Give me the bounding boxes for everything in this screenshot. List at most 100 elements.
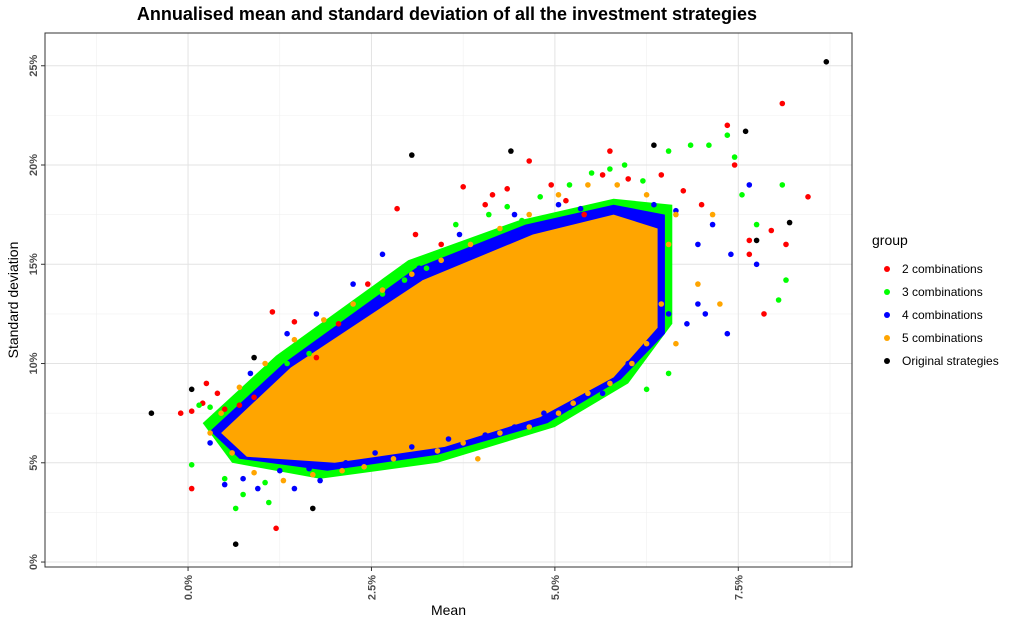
data-point [372, 450, 378, 456]
data-point [266, 499, 272, 506]
data-point [504, 203, 511, 210]
data-point [706, 142, 712, 148]
legend-marker [884, 288, 890, 295]
data-point [310, 505, 316, 512]
data-point [148, 410, 155, 417]
data-point [709, 221, 716, 228]
data-point [460, 184, 467, 190]
data-point [746, 237, 753, 244]
data-point [658, 172, 665, 178]
data-point [291, 485, 298, 492]
data-point [188, 485, 195, 492]
data-point [739, 192, 745, 198]
data-point [280, 477, 287, 484]
data-point [599, 172, 606, 178]
legend-item: 4 combinations [872, 303, 999, 326]
data-point [489, 192, 496, 198]
legend-item: Original strategies [872, 349, 999, 372]
data-point [504, 186, 511, 192]
data-point [221, 406, 228, 413]
plot-border [44, 32, 853, 568]
data-point [232, 505, 239, 512]
data-point [651, 142, 657, 148]
data-point [247, 370, 254, 377]
y-axis-title: Standard deviation [5, 242, 21, 359]
data-point [665, 370, 672, 377]
data-point [823, 59, 830, 65]
data-point [775, 297, 782, 303]
y-axis-ticks: 0% 5% 10% 15% 20% 25% [28, 55, 45, 570]
legend-marker [884, 334, 890, 341]
data-point [445, 436, 452, 442]
data-point [482, 201, 489, 208]
y-tick-label: 25% [28, 55, 40, 77]
data-point [218, 410, 224, 417]
data-point [588, 170, 595, 176]
data-point [438, 257, 445, 264]
legend-marker [884, 357, 890, 364]
data-point [214, 390, 221, 397]
data-point [625, 176, 631, 182]
data-point [350, 301, 356, 307]
data-point [746, 251, 753, 258]
data-point [409, 271, 415, 278]
data-point [306, 350, 312, 357]
point-cloud-4 [221, 214, 658, 463]
data-point [526, 424, 532, 430]
data-point [526, 158, 532, 164]
data-point [761, 311, 767, 317]
data-point [203, 380, 210, 387]
data-point [423, 265, 430, 272]
legend-items: 2 combinations 3 combinations 4 combinatio… [872, 257, 999, 372]
data-point [783, 241, 789, 248]
data-point [614, 182, 620, 188]
data-point [390, 456, 397, 462]
y-tick-label: 5% [28, 455, 40, 471]
y-tick-label: 10% [28, 352, 40, 374]
data-point [695, 281, 701, 287]
data-point [379, 291, 386, 297]
data-point [585, 390, 591, 397]
data-point [277, 467, 283, 474]
data-point [779, 182, 786, 188]
data-point [680, 188, 687, 194]
data-point [563, 197, 569, 204]
data-point [673, 207, 679, 214]
data-point [526, 211, 532, 218]
data-point [555, 192, 562, 198]
data-point [434, 448, 441, 454]
data-point [508, 148, 514, 154]
legend-label: Original strategies [902, 353, 999, 368]
data-point [284, 330, 290, 337]
data-point [709, 211, 716, 218]
data-point [581, 211, 587, 218]
data-point [416, 265, 423, 272]
data-point [240, 491, 246, 498]
data-point [805, 194, 811, 200]
data-point [643, 386, 650, 393]
data-point [177, 410, 184, 417]
data-point [412, 231, 419, 238]
data-point [541, 410, 547, 417]
data-point [555, 201, 562, 208]
data-point [460, 440, 467, 446]
data-point [321, 317, 327, 323]
x-tick-label: 7.5% [733, 575, 745, 600]
data-point [262, 479, 268, 486]
data-point [409, 152, 415, 158]
data-point [768, 227, 775, 234]
plot-area [44, 32, 853, 568]
data-point [753, 261, 760, 268]
data-point [753, 221, 760, 228]
data-point [251, 354, 257, 361]
data-point [519, 217, 525, 224]
data-point [731, 162, 738, 168]
data-point [684, 321, 690, 327]
data-point [188, 462, 195, 468]
data-point [640, 178, 646, 184]
legend-item: 2 combinations [872, 257, 999, 280]
data-point [350, 281, 356, 287]
data-point [566, 404, 573, 411]
data-point [379, 251, 386, 258]
data-point [753, 237, 760, 244]
